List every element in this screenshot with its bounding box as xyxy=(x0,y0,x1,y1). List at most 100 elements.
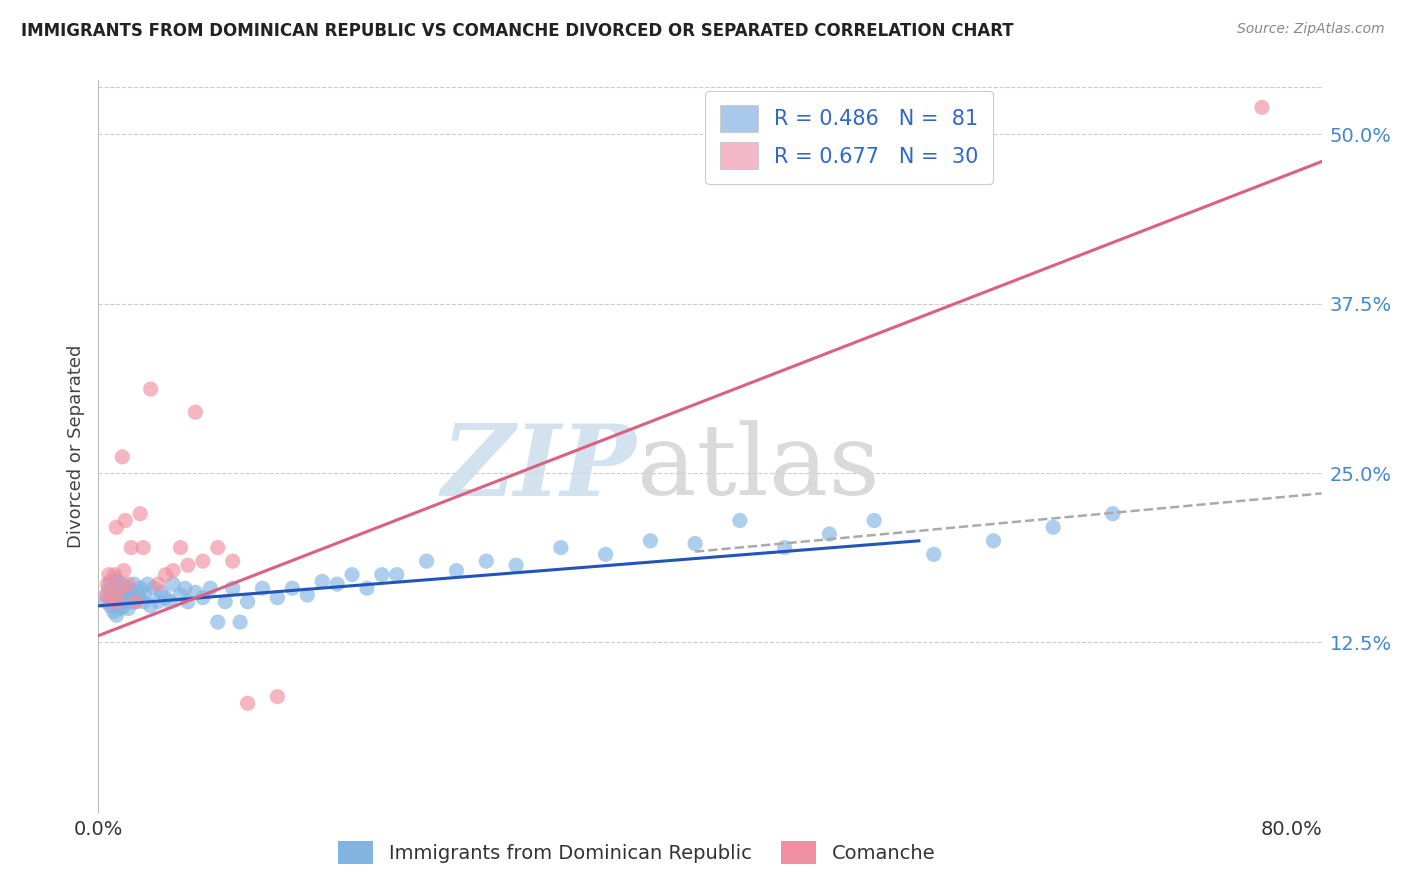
Point xyxy=(139,382,162,396)
Point xyxy=(114,514,136,528)
Text: Source: ZipAtlas.com: Source: ZipAtlas.com xyxy=(1237,22,1385,37)
Point xyxy=(107,574,129,589)
Point xyxy=(371,567,394,582)
Point xyxy=(117,601,139,615)
Legend: Immigrants from Dominican Republic, Comanche: Immigrants from Dominican Republic, Coma… xyxy=(330,833,943,871)
Point xyxy=(110,585,132,599)
Point xyxy=(266,690,288,704)
Point xyxy=(142,581,165,595)
Point xyxy=(818,527,841,541)
Point xyxy=(1251,100,1274,114)
Point xyxy=(640,533,662,548)
Point xyxy=(340,567,363,582)
Point xyxy=(103,604,125,618)
Point xyxy=(200,581,222,595)
Point xyxy=(132,541,155,555)
Point xyxy=(104,572,127,586)
Point xyxy=(155,567,177,582)
Point xyxy=(184,405,207,419)
Point xyxy=(128,591,150,605)
Point xyxy=(125,595,148,609)
Point xyxy=(120,585,142,599)
Point xyxy=(415,554,437,568)
Point xyxy=(104,581,127,595)
Point xyxy=(446,564,468,578)
Point xyxy=(236,697,259,711)
Point xyxy=(107,583,129,598)
Point xyxy=(97,581,120,595)
Point xyxy=(110,601,132,615)
Point xyxy=(236,595,259,609)
Point xyxy=(114,591,136,605)
Point xyxy=(221,581,243,595)
Point xyxy=(266,591,288,605)
Point xyxy=(1042,520,1064,534)
Point xyxy=(207,541,229,555)
Point xyxy=(983,533,1005,548)
Point xyxy=(107,595,129,609)
Point xyxy=(146,577,169,591)
Point xyxy=(104,567,127,582)
Point xyxy=(114,581,136,595)
Point xyxy=(96,577,118,591)
Point xyxy=(98,599,121,613)
Point xyxy=(184,585,207,599)
Point xyxy=(125,595,148,609)
Point xyxy=(214,595,236,609)
Point xyxy=(595,547,617,561)
Point xyxy=(103,585,125,599)
Point xyxy=(120,541,142,555)
Point xyxy=(191,591,214,605)
Point xyxy=(139,599,162,613)
Point xyxy=(174,581,197,595)
Point xyxy=(105,592,128,607)
Point xyxy=(136,577,159,591)
Point xyxy=(229,615,252,629)
Point xyxy=(162,577,184,591)
Point xyxy=(96,588,118,602)
Point xyxy=(221,554,243,568)
Point xyxy=(111,577,134,591)
Point xyxy=(1101,507,1123,521)
Point xyxy=(191,554,214,568)
Point xyxy=(101,591,124,605)
Point xyxy=(385,567,408,582)
Point xyxy=(112,564,135,578)
Point xyxy=(117,577,139,591)
Text: IMMIGRANTS FROM DOMINICAN REPUBLIC VS COMANCHE DIVORCED OR SEPARATED CORRELATION: IMMIGRANTS FROM DOMINICAN REPUBLIC VS CO… xyxy=(21,22,1014,40)
Point xyxy=(115,588,138,602)
Point xyxy=(127,585,149,599)
Point xyxy=(475,554,498,568)
Point xyxy=(169,541,191,555)
Point xyxy=(132,595,155,609)
Point xyxy=(169,588,191,602)
Point xyxy=(146,595,169,609)
Point xyxy=(252,581,274,595)
Point xyxy=(863,514,886,528)
Point xyxy=(111,450,134,464)
Y-axis label: Divorced or Separated: Divorced or Separated xyxy=(66,344,84,548)
Point xyxy=(97,567,120,582)
Point xyxy=(105,608,128,623)
Text: ZIP: ZIP xyxy=(441,420,637,516)
Point xyxy=(134,588,156,602)
Point xyxy=(111,595,134,609)
Point xyxy=(108,595,131,609)
Point xyxy=(326,577,349,591)
Point xyxy=(159,595,181,609)
Point xyxy=(103,585,125,599)
Point xyxy=(177,558,200,573)
Point xyxy=(94,595,117,609)
Point xyxy=(550,541,572,555)
Point xyxy=(112,599,135,613)
Point xyxy=(773,541,796,555)
Point xyxy=(117,581,139,595)
Point xyxy=(129,581,152,595)
Point xyxy=(105,520,128,534)
Point xyxy=(297,588,319,602)
Point xyxy=(110,581,132,595)
Point xyxy=(356,581,378,595)
Point xyxy=(177,595,200,609)
Point xyxy=(94,588,117,602)
Text: atlas: atlas xyxy=(637,420,879,516)
